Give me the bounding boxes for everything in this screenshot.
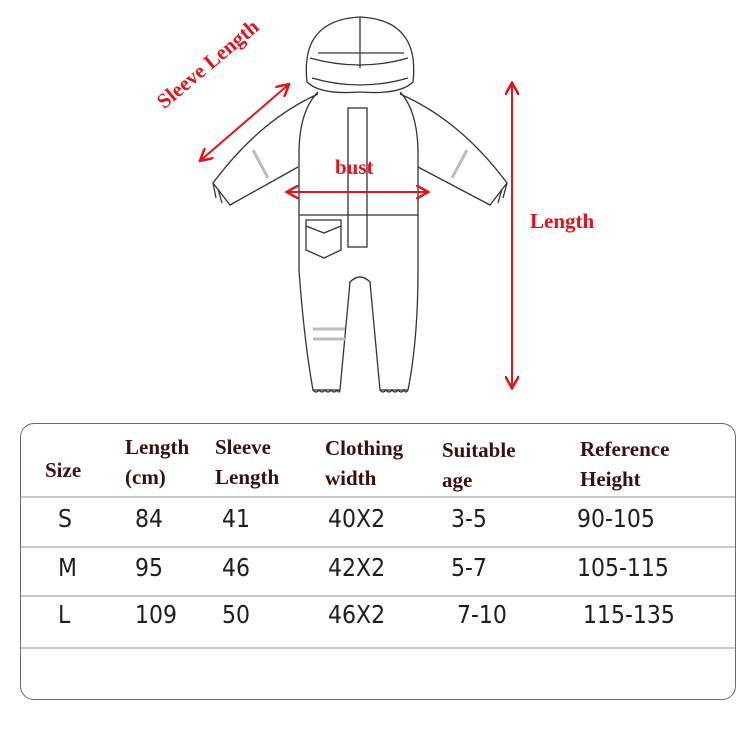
row-divider	[21, 595, 735, 597]
header-suitable-age: Suitable age	[442, 438, 516, 492]
cell-suitable-age: 7-10	[457, 600, 507, 629]
cell-sleeve-length: 46	[222, 553, 250, 582]
header-length: Length (cm)	[125, 435, 190, 489]
row-divider	[21, 647, 735, 649]
cell-reference-height: 90-105	[577, 504, 655, 533]
row-divider	[21, 496, 735, 498]
bust-label: bust	[335, 155, 374, 179]
cell-size: M	[58, 553, 77, 582]
cell-size: S	[58, 504, 72, 533]
cell-reference-height: 115-135	[583, 600, 675, 629]
cell-clothing-width: 46X2	[328, 600, 386, 629]
cell-reference-height: 105-115	[577, 553, 669, 582]
cell-clothing-width: 40X2	[328, 504, 386, 533]
cell-sleeve-length: 41	[222, 504, 250, 533]
cell-length: 95	[135, 553, 163, 582]
cell-length: 84	[135, 504, 163, 533]
cell-length: 109	[135, 600, 177, 629]
sleeve-length-arrow	[201, 85, 288, 160]
cell-suitable-age: 3-5	[451, 504, 487, 533]
header-reference-height: Reference Height	[580, 437, 670, 491]
size-table: Size Length (cm) Sleeve Length Clothing wid…	[20, 423, 736, 700]
header-clothing-width: Clothing width	[325, 436, 404, 490]
garment-outline	[212, 16, 508, 393]
cell-sleeve-length: 50	[222, 600, 250, 629]
header-sleeve-length: Sleeve Length	[215, 435, 280, 489]
cell-suitable-age: 5-7	[451, 553, 487, 582]
length-label: Length	[530, 209, 595, 233]
header-size: Size	[45, 458, 82, 482]
jumpsuit-illustration	[0, 16, 750, 393]
cell-clothing-width: 42X2	[328, 553, 386, 582]
cell-size: L	[58, 600, 71, 629]
row-divider	[21, 546, 735, 548]
